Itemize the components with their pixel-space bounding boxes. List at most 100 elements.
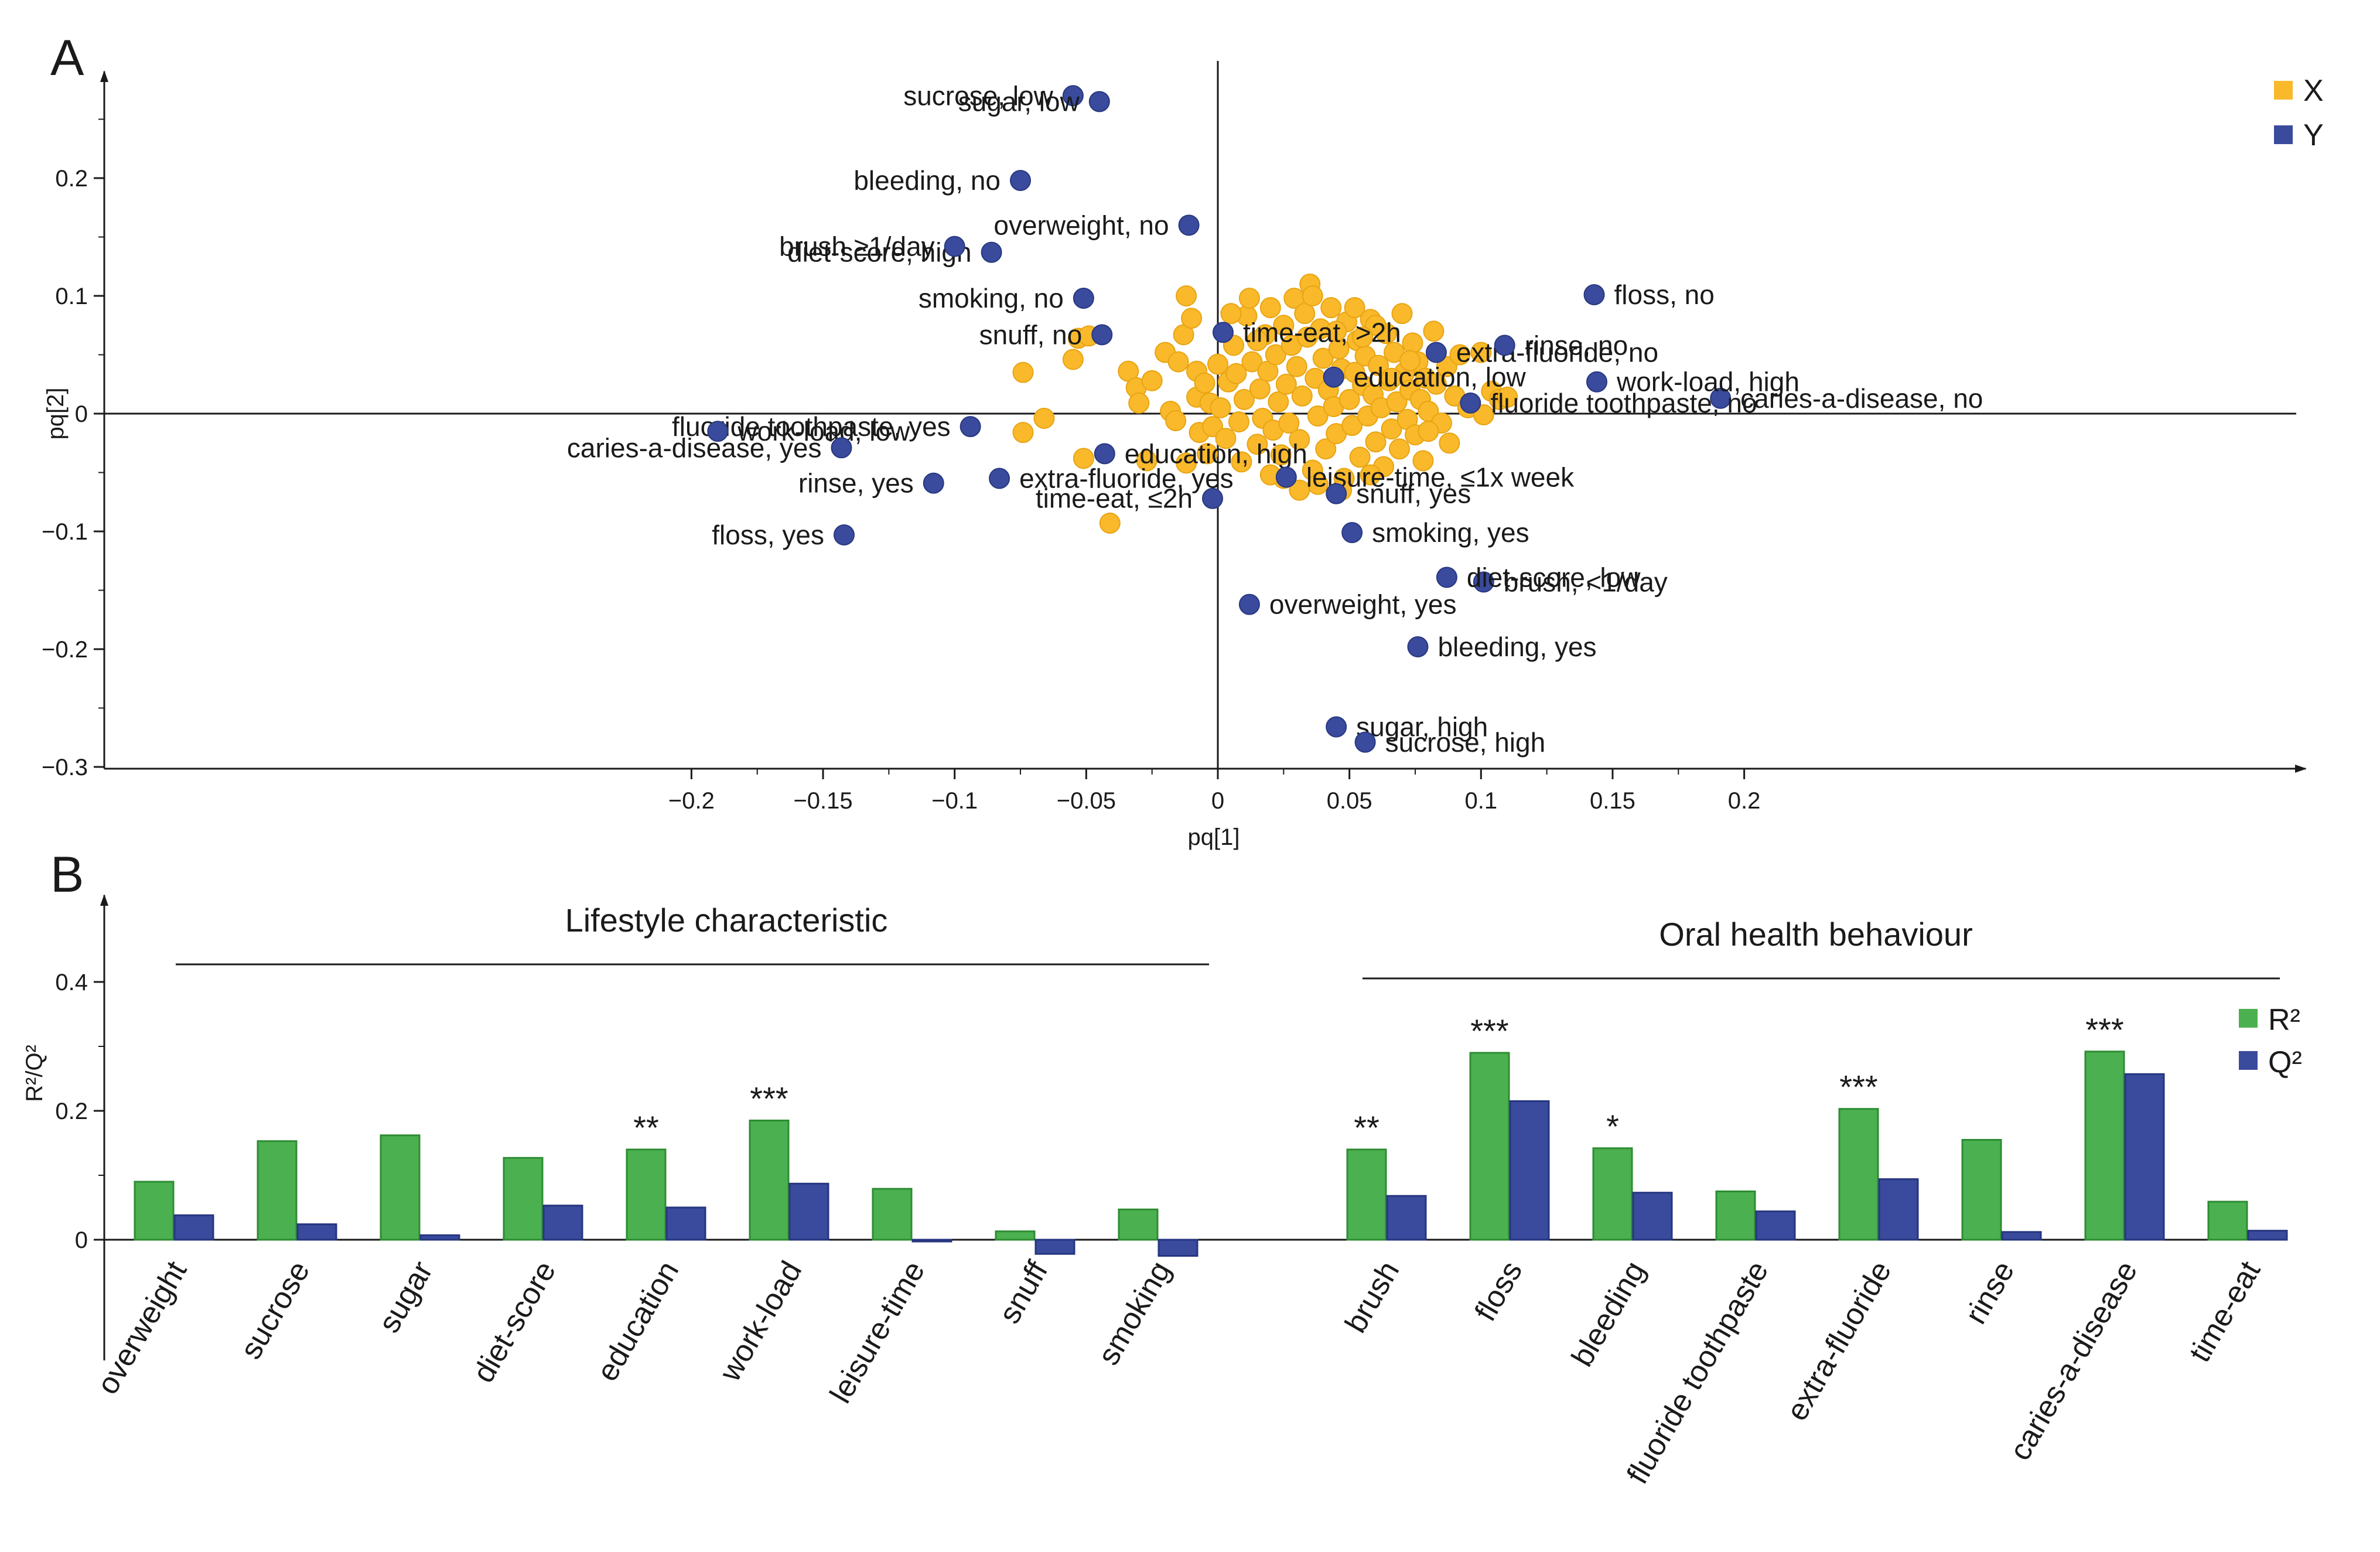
y-point-label: extra-fluoride, yes — [1019, 463, 1234, 494]
y-axis-title: pq[2] — [43, 388, 69, 440]
x-point — [1286, 356, 1307, 377]
x-point — [1012, 361, 1034, 383]
bar-q2-overweight — [173, 1214, 214, 1241]
y-point-smoking-no — [1073, 288, 1094, 309]
x-tick-label: −0.15 — [793, 788, 852, 814]
bar-q2-caries-a-disease — [2124, 1073, 2165, 1241]
y-point-label: brush ≥1/day — [779, 231, 935, 262]
x-point — [1141, 370, 1163, 391]
x-point — [1278, 412, 1300, 434]
x-point — [1238, 288, 1260, 309]
x-point — [1436, 356, 1457, 377]
y-point-label: extra-fluoride, no — [1456, 337, 1658, 367]
category-label-sugar: sugar — [372, 1256, 439, 1339]
bar-y-tick-label: 0.4 — [55, 970, 88, 995]
significance-marker: *** — [2085, 1011, 2123, 1048]
x-point — [1402, 332, 1423, 354]
y-point-bleeding-no — [1010, 170, 1032, 192]
x-point — [1312, 347, 1334, 369]
group-title-oral-health: Oral health behaviour — [1659, 916, 1972, 953]
bar-r2-rinse — [1961, 1139, 2002, 1241]
x-point — [1228, 411, 1249, 433]
bar-q2-work-load — [788, 1182, 829, 1241]
bar-q2-leisure-time — [911, 1239, 952, 1243]
y-point-label: diet-score, low — [1467, 562, 1641, 592]
legend-r2-label: R² — [2268, 1003, 2300, 1037]
x-point — [1360, 464, 1381, 486]
x-point — [1231, 451, 1252, 473]
bar-q2-sucrose — [296, 1223, 337, 1241]
scatter-axes — [100, 61, 2307, 773]
x-point — [1210, 397, 1231, 418]
x-point — [1449, 344, 1471, 366]
legend-y-label: Y — [2303, 118, 2324, 152]
x-point — [1315, 438, 1337, 460]
y-point-label: sucrose, low — [903, 80, 1053, 111]
x-tick-label: −0.05 — [1057, 788, 1116, 814]
y-point-brush-1-day — [1473, 571, 1494, 593]
x-point — [1425, 373, 1447, 395]
x-point — [1338, 388, 1360, 410]
y-point-label: bleeding, no — [853, 165, 1001, 196]
x-point — [1215, 428, 1237, 449]
y-point-label: snuff, yes — [1356, 479, 1471, 509]
y-point-label: floss, no — [1614, 279, 1714, 310]
y-tick-label: 0.1 — [55, 284, 88, 309]
x-point — [1291, 385, 1313, 407]
legend-r2-swatch — [2239, 1009, 2258, 1028]
legend-q2-swatch — [2239, 1051, 2258, 1070]
y-point-label: overweight, no — [993, 210, 1169, 240]
panel-b-label: B — [50, 847, 84, 903]
x-point — [1423, 320, 1445, 342]
category-label-diet-score: diet-score — [466, 1256, 562, 1389]
x-tick-label: 0.1 — [1464, 788, 1497, 814]
x-point — [1368, 354, 1389, 376]
bar-q2-smoking — [1157, 1239, 1198, 1257]
bar-r2-sucrose — [257, 1140, 298, 1241]
y-point-label: fluoride toothpaste, no — [1490, 388, 1757, 418]
x-point — [1386, 391, 1408, 412]
y-point-diet-score-high — [981, 241, 1002, 263]
x-point — [1033, 408, 1055, 429]
significance-marker: ** — [1354, 1109, 1379, 1146]
y-point-label: work-load, low — [737, 416, 910, 446]
bar-r2-work-load — [749, 1120, 790, 1241]
y-point-snuff-yes — [1326, 483, 1347, 504]
y-point-fluoride-toothpaste-yes — [959, 416, 981, 438]
y-point-diet-score-low — [1436, 567, 1457, 588]
y-point-label: rinse, no — [1525, 330, 1628, 360]
bar-q2-extra-fluoride — [1878, 1178, 1919, 1241]
y-point-label: sugar, high — [1356, 712, 1488, 742]
y-point-sugar-low — [1088, 91, 1110, 112]
x-point — [1220, 303, 1242, 325]
x-point — [1289, 479, 1310, 501]
y-point-label: education, high — [1125, 438, 1307, 469]
category-label-floss: floss — [1469, 1256, 1529, 1327]
x-point — [1399, 350, 1421, 371]
scatter-ticks: −0.2 −0.15 −0.1 −0.05 0 0.05 0.1 0.15 0.2 −0.3 −0.… — [42, 118, 1760, 814]
y-point-sugar-high — [1326, 716, 1347, 738]
legend-x-swatch — [2274, 81, 2293, 100]
y-point-label: sugar, low — [958, 86, 1080, 117]
x-point — [1439, 432, 1460, 454]
x-point — [1073, 448, 1094, 469]
x-point — [1326, 320, 1347, 342]
y-point-caries-a-disease-yes — [831, 437, 852, 459]
y-point-label: rinse, yes — [798, 468, 914, 499]
bar-q2-diet-score — [542, 1205, 583, 1241]
x-point — [1099, 512, 1121, 534]
y-point-label: smoking, no — [918, 283, 1064, 313]
y-point-sucrose-low — [1062, 85, 1084, 107]
x-point — [1241, 351, 1263, 373]
bar-q2-sugar — [419, 1234, 460, 1241]
category-label-snuff: snuff — [992, 1256, 1054, 1329]
x-point — [1352, 326, 1374, 348]
category-label-sucrose: sucrose — [234, 1256, 316, 1365]
bar-r2-education — [626, 1148, 667, 1241]
bar-y-axis-title: R²/Q² — [22, 1045, 47, 1102]
category-label-education: education — [590, 1256, 685, 1387]
y-point-floss-yes — [833, 524, 855, 546]
y-point-brush-1-day — [944, 236, 965, 257]
